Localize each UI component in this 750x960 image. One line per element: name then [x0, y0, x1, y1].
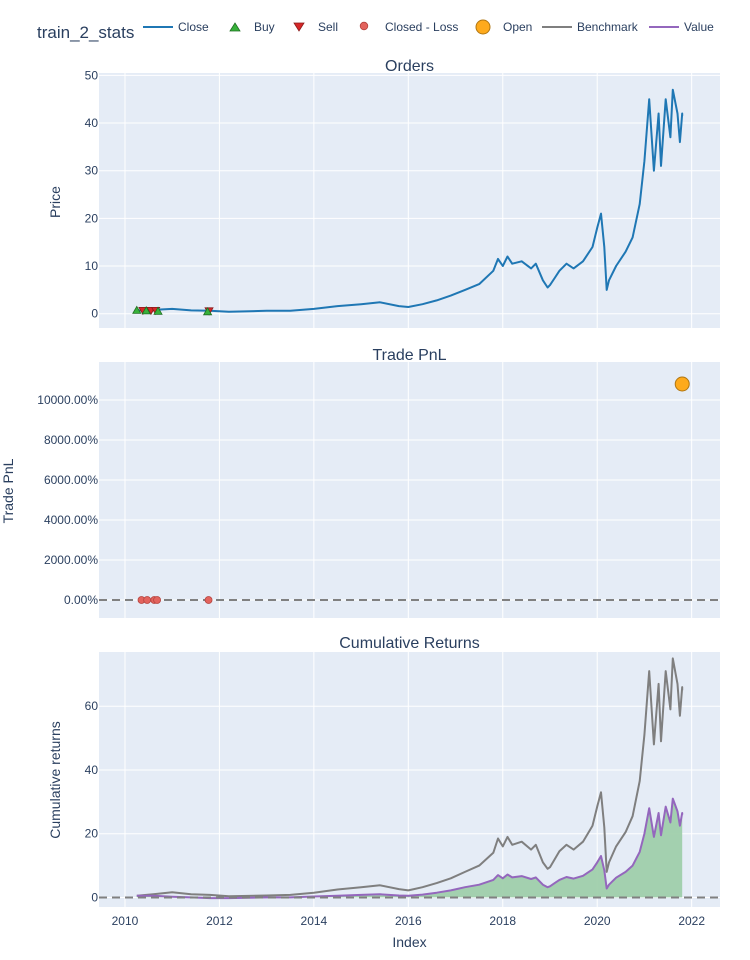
- legend-label: Closed - Loss: [385, 20, 458, 34]
- orders-panel: 0 10 20 30 40 50 Orders Price: [47, 58, 720, 328]
- legend-item[interactable]: Close: [143, 20, 209, 34]
- legend-item[interactable]: Sell: [293, 20, 338, 34]
- x-tick-label: 2022: [678, 914, 705, 928]
- cumulative-returns-ticks: 2010 2012 2014 2016 2018 2020 2022 0 20 40 60: [85, 699, 706, 928]
- buy-marker: [132, 305, 142, 314]
- trade-pnl-ylabel: Trade PnL: [0, 458, 16, 523]
- cumulative-returns-panel: 2010 2012 2014 2016 2018 2020 2022 0 20 40 60 Cumu…: [47, 635, 720, 950]
- trade-pnl-y-tick-label: 4000.00%: [44, 513, 98, 527]
- buy-marker: [153, 306, 163, 315]
- orders-y-tick-label: 20: [85, 211, 99, 225]
- legend-label: Buy: [254, 20, 275, 34]
- figure-title: train_2_stats: [37, 23, 134, 42]
- benchmark-line: [136, 657, 684, 898]
- closed-loss-point: [204, 596, 213, 604]
- orders-grid: [99, 73, 720, 328]
- x-tick-label: 2012: [206, 914, 233, 928]
- cumulative-returns-y-tick-label: 40: [85, 763, 99, 777]
- cumulative-returns-title: Cumulative Returns: [339, 635, 480, 652]
- close-price-line: [134, 88, 684, 313]
- orders-plot-background: [99, 73, 720, 328]
- legend-label: Close: [178, 20, 209, 34]
- cumulative-returns-ylabel: Cumulative returns: [47, 721, 63, 839]
- x-tick-label: 2016: [395, 914, 422, 928]
- cumulative-returns-y-tick-label: 20: [85, 827, 99, 841]
- value-line: [136, 797, 684, 900]
- closed-loss-point: [143, 596, 152, 604]
- legend-triangle-up-icon: [229, 22, 241, 32]
- legend-label: Open: [503, 20, 532, 34]
- x-tick-label: 2018: [489, 914, 516, 928]
- trade-pnl-y-tick-label: 0.00%: [64, 593, 98, 607]
- orders-marks: [132, 88, 684, 316]
- legend-item[interactable]: Closed - Loss: [359, 20, 458, 34]
- orders-title: Orders: [385, 58, 434, 75]
- legend-item[interactable]: Buy: [229, 20, 275, 34]
- orders-y-tick-label: 30: [85, 164, 99, 178]
- legend-label: Sell: [318, 20, 338, 34]
- legend-label: Benchmark: [577, 20, 639, 34]
- legend-label: Value: [684, 20, 714, 34]
- orders-y-tick-label: 10: [85, 259, 99, 273]
- trade-pnl-y-tick-label: 2000.00%: [44, 553, 98, 567]
- trade-pnl-panel: 0.00% 2000.00% 4000.00% 6000.00% 8000.00% 100…: [0, 347, 720, 618]
- trade-pnl-y-tick-label: 8000.00%: [44, 433, 98, 447]
- x-tick-label: 2020: [584, 914, 611, 928]
- orders-y-tick-label: 50: [85, 68, 99, 82]
- trade-pnl-y-tick-label: 6000.00%: [44, 473, 98, 487]
- legend: Close Buy Sell Closed - Loss Open Benchmark Va…: [143, 19, 714, 35]
- cumulative-returns-y-tick-label: 0: [91, 890, 98, 904]
- orders-y-tick-label: 0: [91, 307, 98, 321]
- trade-pnl-grid: [99, 362, 720, 618]
- buy-marker: [202, 307, 213, 316]
- open-trade-point: [674, 376, 690, 392]
- trade-pnl-ticks: 0.00% 2000.00% 4000.00% 6000.00% 8000.00% 100…: [37, 393, 98, 607]
- trade-pnl-marks: [99, 376, 720, 604]
- orders-ylabel: Price: [47, 186, 63, 218]
- closed-loss-point: [153, 596, 161, 604]
- cumulative-returns-grid: [99, 652, 720, 907]
- cumulative-returns-plot-background: [99, 652, 720, 907]
- trade-pnl-title: Trade PnL: [372, 347, 446, 364]
- orders-y-tick-label: 40: [85, 116, 99, 130]
- legend-item[interactable]: Benchmark: [542, 20, 639, 34]
- trade-pnl-plot-background: [99, 362, 720, 618]
- cumulative-returns-marks: [99, 657, 720, 900]
- cumulative-returns-y-tick-label: 60: [85, 699, 99, 713]
- legend-item[interactable]: Open: [475, 19, 532, 35]
- value-gain-area: [136, 798, 683, 898]
- buy-marker: [141, 306, 151, 315]
- legend-triangle-down-icon: [293, 22, 305, 32]
- orders-ticks: 0 10 20 30 40 50: [85, 68, 99, 320]
- legend-item[interactable]: Value: [649, 20, 714, 34]
- legend-circle-icon: [359, 21, 369, 31]
- x-axis-label: Index: [392, 934, 426, 950]
- trade-pnl-y-tick-label: 10000.00%: [37, 393, 98, 407]
- x-tick-label: 2014: [301, 914, 328, 928]
- x-tick-label: 2010: [112, 914, 139, 928]
- legend-circle-icon: [475, 19, 491, 35]
